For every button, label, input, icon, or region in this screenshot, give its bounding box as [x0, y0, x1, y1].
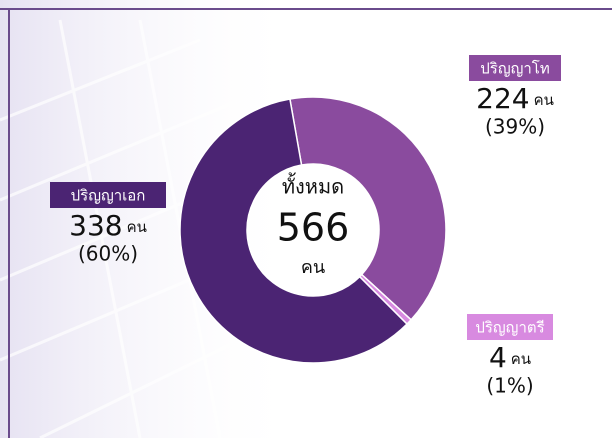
total-value: 566 — [277, 206, 350, 250]
percent-label: (39%) — [485, 115, 545, 139]
label-box — [50, 182, 166, 208]
label-box — [467, 314, 553, 340]
label-box — [469, 55, 561, 81]
value-label: 4 คน — [489, 341, 531, 374]
percent-label: (1%) — [486, 374, 533, 398]
value-unit: คน — [534, 91, 554, 109]
total-unit: คน — [301, 257, 325, 278]
value-unit: คน — [127, 218, 147, 236]
total-label: ทั้งหมด — [282, 173, 344, 199]
percent-label: (60%) — [78, 242, 138, 266]
category-label: ปริญญาโท — [480, 60, 550, 78]
value-number: 4 — [489, 341, 507, 374]
background-grid — [0, 19, 261, 438]
donut-slice — [179, 98, 409, 364]
value-number: 224 — [476, 82, 529, 115]
value-number: 338 — [69, 209, 122, 242]
category-label: ปริญญาเอก — [71, 187, 146, 205]
value-unit: คน — [511, 350, 531, 368]
value-label: 338 คน — [69, 209, 147, 242]
donut-slice — [289, 96, 447, 321]
value-label: 224 คน — [476, 82, 554, 115]
category-label: ปริญญาตรี — [475, 319, 544, 337]
